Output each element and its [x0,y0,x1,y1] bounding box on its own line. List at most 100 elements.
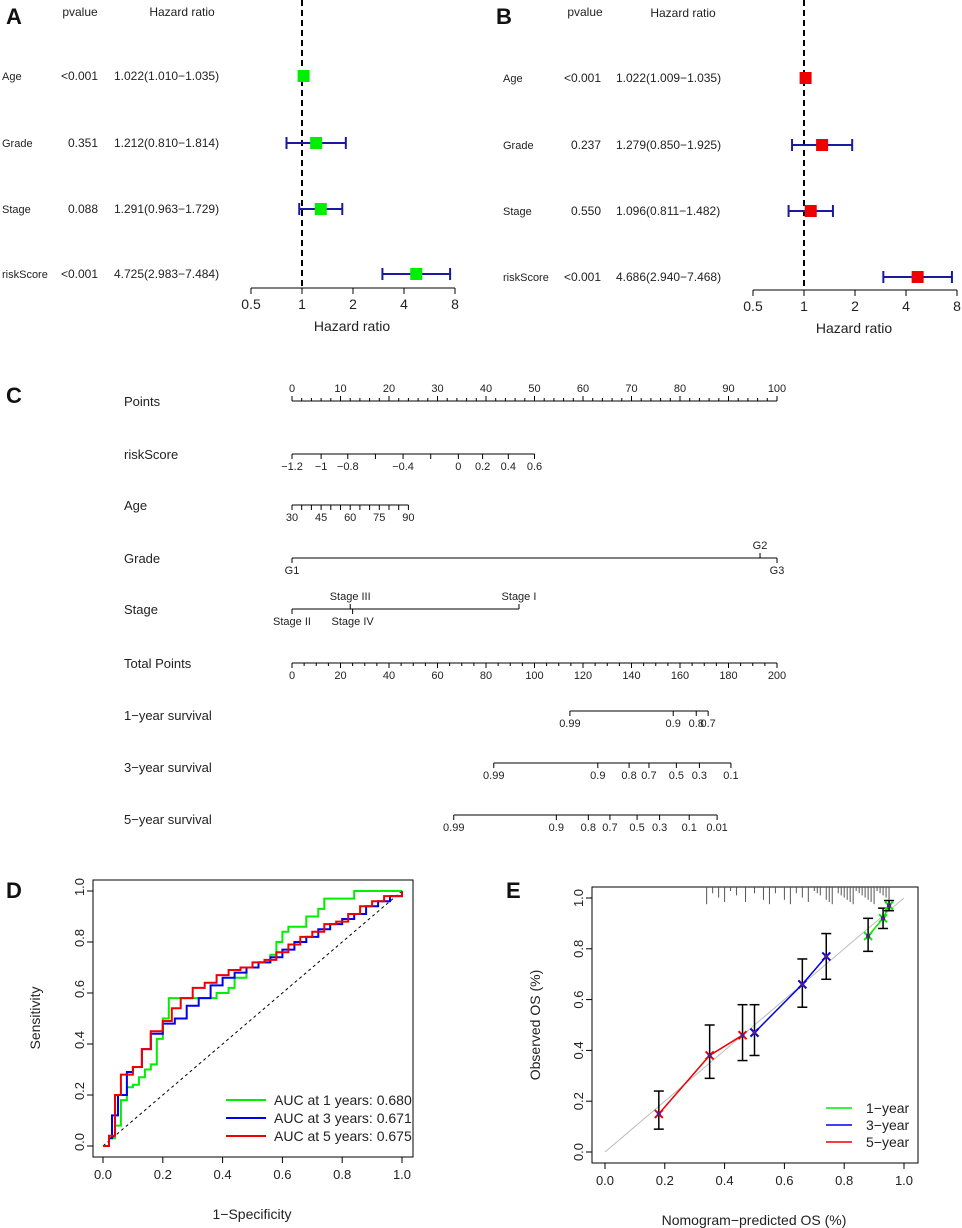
nomogram-tick-label-total-points: 60 [431,670,443,682]
nomogram-tick-label-3-year-survival: 0.5 [669,770,684,782]
nomogram-tick-label-points: 60 [577,383,589,395]
nomogram-tick-label-points: 70 [625,383,637,395]
nomogram-row-label-grade: Grade [124,551,160,566]
nomogram-row-label-riskscore: riskScore [124,447,178,462]
nomogram-row-label-3-year-survival: 3−year survival [124,760,212,775]
roc-y-tick-label: 0.2 [72,1082,87,1100]
panel-b-pvalue-header: pvalue [567,5,603,19]
roc-curve-series-1 [103,890,402,1147]
panelB-x-tick-label: 8 [953,298,961,314]
nomogram-tick-label-points: 10 [334,383,346,395]
calibration-legend-label-3: 5−year [866,1134,910,1150]
panel-a-forest-plot: A pvalue Hazard ratio Hazard ratio Age <0… [2,0,459,334]
nomogram-tick-label-points: 0 [289,383,295,395]
nomogram-tick-label-5-year-survival: 0.99 [443,822,464,834]
calibration-y-tick-label: 0.4 [571,1041,586,1059]
panelA-x-tick-label: 0.5 [241,296,261,312]
nomogram-tick-label-riskscore: 0.2 [475,461,490,473]
nomogram-row-label-5-year-survival: 5−year survival [124,812,212,827]
nomogram-tick-label-1-year-survival: 0.9 [666,718,681,730]
panel-b-forest-plot: B pvalue Hazard ratio Hazard ratio Age <0… [496,0,961,336]
nomogram-row-label-total-points: Total Points [124,656,192,671]
panelB-row-label-riskscore: riskScore [503,272,549,284]
nomogram-tick-label-3-year-survival: 0.8 [621,770,636,782]
panelB-row-label-stage: Stage [503,206,532,218]
calibration-point-center [740,1033,745,1038]
panel-b-label: B [496,4,512,29]
nomogram-tick-label-5-year-survival: 0.3 [652,822,667,834]
nomogram-tick-label-riskscore: −1.2 [281,461,303,473]
calibration-point-center [707,1053,712,1058]
panelB-hr-text-age: 1.022(1.009−1.035) [616,71,721,85]
calibration-point-center [752,1030,757,1035]
panel-e-calibration-plot: E Nomogram−predicted OS (%) Observed OS … [506,878,919,1228]
nomogram-tick-label-3-year-survival: 0.9 [590,770,605,782]
panelB-hr-marker-riskscore [911,271,924,283]
panelB-pvalue-riskscore: <0.001 [564,270,601,284]
nomogram-tick-label-stage: Stage III [330,591,371,603]
nomogram-tick-label-total-points: 20 [334,670,346,682]
calibration-legend-label-1: 1−year [866,1100,910,1116]
panelA-hr-text-grade: 1.212(0.810−1.814) [114,136,219,150]
nomogram-row-label-points: Points [124,394,161,409]
calibration-point-center [887,903,892,908]
roc-y-tick-label: 0.4 [72,1031,87,1049]
nomogram-tick-label-5-year-survival: 0.01 [706,822,727,834]
panelA-pvalue-grade: 0.351 [68,136,98,150]
panelB-x-tick-label: 2 [851,298,859,314]
nomogram-tick-label-3-year-survival: 0.7 [641,770,656,782]
panel-b-x-axis-title: Hazard ratio [816,320,892,336]
panel-a-pvalue-header: pvalue [62,5,98,19]
nomogram-tick-label-total-points: 0 [289,670,295,682]
panel-c-nomogram: C Points 0 10 20 30 40 50 60 70 80 90 100 riskScore −… [6,383,786,834]
panelA-pvalue-riskscore: <0.001 [61,267,98,281]
roc-y-tick-label: 0.6 [72,980,87,998]
nomogram-tick-label-total-points: 80 [480,670,492,682]
roc-x-tick-label: 0.4 [214,1167,232,1182]
nomogram-row-label-stage: Stage [124,602,158,617]
panel-d-y-axis-title: Sensitivity [27,986,43,1049]
nomogram-tick-label-1-year-survival: 0.7 [700,718,715,730]
panelB-hr-marker-age [799,72,812,84]
panelB-hr-text-riskscore: 4.686(2.940−7.468) [616,270,721,284]
nomogram-tick-label-grade: G2 [753,540,768,552]
nomogram-tick-label-total-points: 120 [574,670,592,682]
panel-d-roc-curve: D 1−Specificity Sensitivity 0.0 0.0 0.2 0.2… [6,878,414,1222]
roc-x-tick-label: 0.0 [94,1167,112,1182]
panel-a-hr-header: Hazard ratio [149,5,215,19]
panel-a-label: A [6,4,22,29]
nomogram-tick-label-5-year-survival: 0.5 [629,822,644,834]
panelB-hr-marker-stage [804,205,817,217]
panelA-hr-text-age: 1.022(1.010−1.035) [114,69,219,83]
calibration-y-tick-label: 1.0 [571,889,586,907]
nomogram-row-label-1-year-survival: 1−year survival [124,708,212,723]
nomogram-tick-label-stage: Stage II [273,616,311,628]
nomogram-tick-label-total-points: 180 [719,670,737,682]
panel-d-x-axis-title: 1−Specificity [213,1206,292,1222]
panelA-x-tick-label: 2 [349,296,357,312]
nomogram-tick-label-5-year-survival: 0.7 [602,822,617,834]
nomogram-tick-label-age: 45 [315,512,327,524]
panel-d-label: D [6,878,22,903]
calibration-line-series-3 [658,1034,743,1115]
nomogram-tick-label-total-points: 200 [768,670,786,682]
calibration-x-tick-label: 0.8 [835,1173,853,1188]
roc-y-tick-label: 0.8 [72,929,87,947]
panel-a-x-axis-title: Hazard ratio [314,318,390,334]
nomogram-tick-label-1-year-survival: 0.99 [559,718,580,730]
calibration-point-center [656,1111,661,1116]
roc-y-tick-label: 1.0 [72,878,87,896]
panelA-hr-marker-stage [314,203,327,215]
calibration-x-tick-label: 0.0 [596,1173,614,1188]
nomogram-tick-label-points: 40 [480,383,492,395]
nomogram-tick-label-riskscore: −0.4 [392,461,414,473]
panel-c-label: C [6,383,22,408]
calibration-point-center [866,934,871,939]
panelB-x-tick-label: 4 [902,298,910,314]
calibration-y-tick-label: 0.0 [571,1143,586,1161]
calibration-x-tick-label: 1.0 [895,1173,913,1188]
calibration-y-tick-label: 0.6 [571,991,586,1009]
nomogram-tick-label-riskscore: 0.6 [527,461,542,473]
panelB-pvalue-grade: 0.237 [571,138,601,152]
